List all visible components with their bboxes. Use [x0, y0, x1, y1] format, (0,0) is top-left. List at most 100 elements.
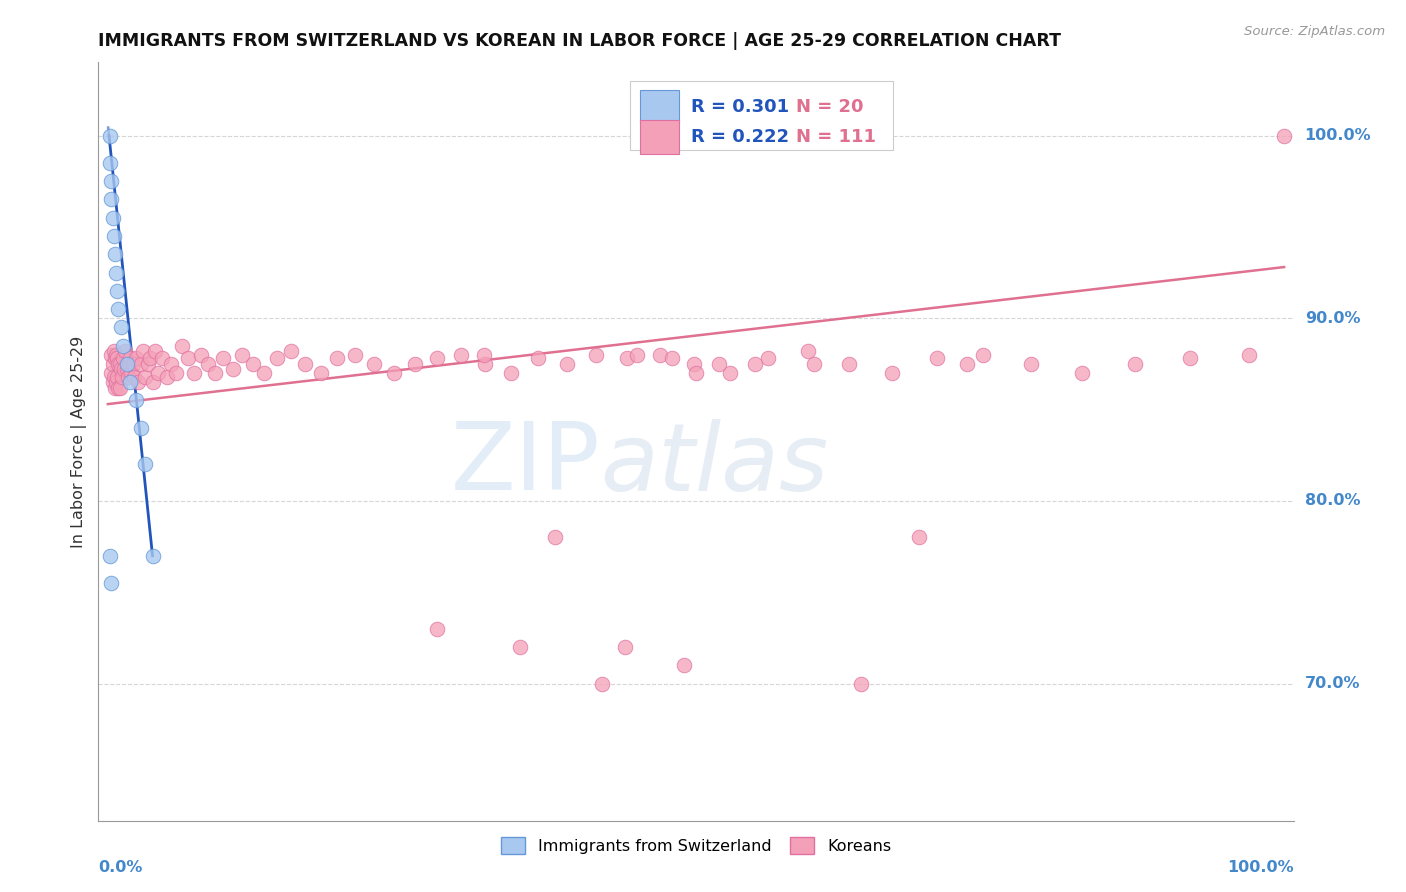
Point [110, 362, 132, 376]
Point [472, 348, 495, 362]
Point [104, 381, 127, 395]
Text: 100.0%: 100.0% [1227, 860, 1294, 874]
Text: N = 20: N = 20 [796, 98, 863, 116]
Point [1070, 366, 1092, 380]
Point [280, 344, 302, 359]
Point [955, 357, 977, 371]
Point [160, 357, 183, 371]
Point [343, 348, 366, 362]
Point [129, 421, 152, 435]
Point [221, 362, 243, 376]
Point [501, 366, 523, 380]
Point [838, 357, 860, 371]
Point [509, 640, 531, 654]
Point [190, 348, 212, 362]
Point [118, 357, 141, 371]
Point [120, 366, 142, 380]
Point [98, 549, 121, 563]
Point [101, 357, 124, 371]
Point [129, 357, 152, 371]
Point [326, 351, 349, 366]
Point [212, 351, 235, 366]
Point [110, 320, 132, 334]
Text: 0.0%: 0.0% [98, 860, 143, 874]
Point [197, 357, 219, 371]
Point [98, 156, 121, 170]
Point [927, 351, 949, 366]
Point [614, 640, 637, 654]
Point [139, 351, 162, 366]
Point [125, 393, 148, 408]
Point [242, 357, 264, 371]
Point [718, 366, 741, 380]
Text: N = 111: N = 111 [796, 128, 876, 146]
Point [363, 357, 385, 371]
Point [101, 375, 124, 389]
Point [127, 375, 149, 389]
Point [105, 375, 128, 389]
Point [585, 348, 607, 362]
Bar [640, 90, 679, 124]
Point [404, 357, 426, 371]
Point [803, 357, 825, 371]
Text: atlas: atlas [600, 418, 828, 510]
Point [107, 381, 129, 395]
Point [100, 174, 122, 188]
Point [100, 348, 122, 362]
Point [972, 348, 994, 362]
Point [105, 266, 128, 280]
Point [141, 375, 163, 389]
Point [1237, 348, 1260, 362]
Point [100, 366, 122, 380]
Point [105, 348, 128, 362]
Text: 100.0%: 100.0% [1305, 128, 1371, 143]
Point [231, 348, 253, 362]
Point [104, 247, 127, 261]
Point [108, 381, 131, 395]
Text: IMMIGRANTS FROM SWITZERLAND VS KOREAN IN LABOR FORCE | AGE 25-29 CORRELATION CHA: IMMIGRANTS FROM SWITZERLAND VS KOREAN IN… [98, 32, 1062, 50]
Point [134, 369, 156, 384]
Point [796, 344, 818, 359]
Point [450, 348, 472, 362]
Point [115, 362, 138, 376]
Point [685, 366, 707, 380]
Point [1123, 357, 1146, 371]
Point [170, 338, 193, 352]
Point [114, 344, 136, 359]
Point [709, 357, 731, 371]
Point [156, 369, 179, 384]
Point [309, 366, 332, 380]
Text: Source: ZipAtlas.com: Source: ZipAtlas.com [1244, 25, 1385, 38]
Point [682, 357, 704, 371]
Point [111, 369, 134, 384]
Point [527, 351, 550, 366]
Point [112, 351, 135, 366]
Point [103, 369, 125, 384]
Point [101, 211, 124, 225]
Point [165, 366, 187, 380]
Point [122, 369, 145, 384]
Point [661, 351, 683, 366]
Point [555, 357, 578, 371]
Point [474, 357, 496, 371]
Point [150, 351, 173, 366]
Point [121, 357, 143, 371]
Point [294, 357, 316, 371]
Point [134, 458, 156, 472]
Text: R = 0.301: R = 0.301 [692, 98, 789, 116]
Point [882, 366, 904, 380]
Point [103, 229, 125, 244]
Point [103, 344, 125, 359]
Text: 80.0%: 80.0% [1305, 493, 1360, 508]
Point [132, 344, 155, 359]
Text: 70.0%: 70.0% [1305, 676, 1360, 691]
Point [626, 348, 648, 362]
Point [648, 348, 671, 362]
Point [107, 357, 129, 371]
Point [426, 351, 449, 366]
FancyBboxPatch shape [630, 81, 893, 150]
Point [204, 366, 226, 380]
Point [744, 357, 766, 371]
Point [1178, 351, 1201, 366]
Point [105, 369, 128, 384]
